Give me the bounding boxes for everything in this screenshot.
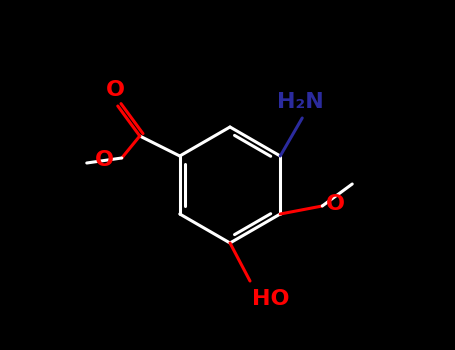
Text: O: O [326,194,345,214]
Text: HO: HO [252,289,289,309]
Text: O: O [106,80,125,100]
Text: H₂N: H₂N [277,92,324,112]
Text: O: O [95,150,114,170]
